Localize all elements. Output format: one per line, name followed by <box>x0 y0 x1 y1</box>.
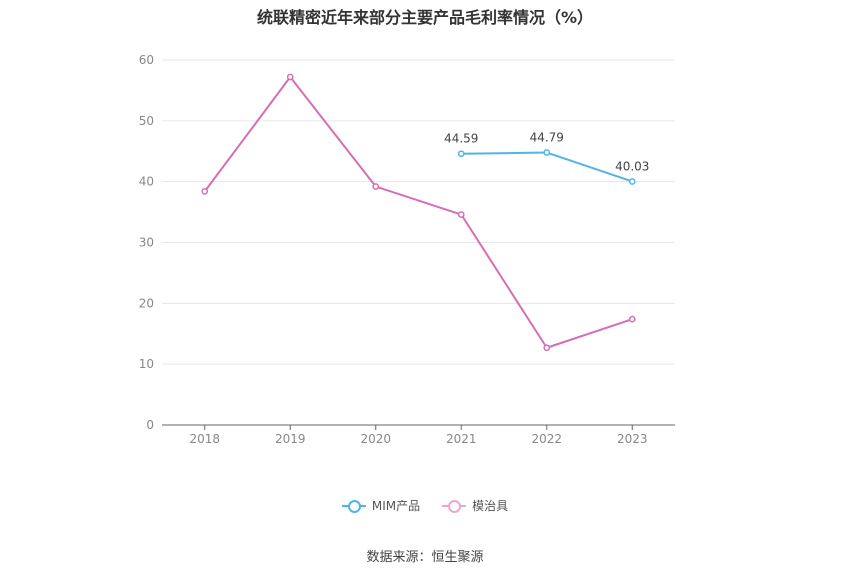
y-tick-label-60: 60 <box>139 53 154 67</box>
y-tick-label-40: 40 <box>139 175 154 189</box>
data-point-1-2019 <box>286 73 294 81</box>
data-label-0-2023: 40.03 <box>615 159 649 173</box>
data-point-1-2023 <box>628 315 636 323</box>
legend-item-mim[interactable]: MIM产品 <box>341 497 421 514</box>
x-tick-label-2022: 2022 <box>531 432 562 446</box>
data-label-0-2021: 44.59 <box>444 132 478 146</box>
chart-title: 统联精密近年来部分主要产品毛利率情况（%） <box>256 8 594 27</box>
y-tick-label-20: 20 <box>139 296 154 310</box>
x-tick-label-2019: 2019 <box>275 432 306 446</box>
legend: MIM产品 模治具 <box>0 497 850 514</box>
data-point-0-2023 <box>628 178 636 185</box>
data-point-1-2022 <box>543 344 551 352</box>
x-tick-label-2018: 2018 <box>189 432 220 446</box>
data-point-1-2021 <box>457 211 465 218</box>
legend-swatch-mim <box>341 499 366 513</box>
data-point-0-2022 <box>543 149 551 156</box>
data-label-0-2022: 44.79 <box>530 131 564 145</box>
y-tick-label-10: 10 <box>139 357 154 371</box>
legend-label-molds: 模治具 <box>472 499 509 513</box>
x-tick-label-2023: 2023 <box>617 432 648 446</box>
series-line-0 <box>461 151 633 183</box>
data-point-1-2020 <box>372 183 380 190</box>
legend-swatch-molds <box>442 499 467 513</box>
y-tick-label-0: 0 <box>146 418 154 432</box>
data-point-1-2018 <box>201 188 209 195</box>
data-point-0-2021 <box>457 150 465 158</box>
series-line-1 <box>203 76 633 349</box>
legend-item-molds[interactable]: 模治具 <box>442 497 508 514</box>
x-tick-label-2020: 2020 <box>360 432 391 446</box>
x-tick-label-2021: 2021 <box>446 432 477 446</box>
y-tick-label-30: 30 <box>139 236 154 250</box>
legend-label-mim: MIM产品 <box>371 499 421 513</box>
source-note: 数据来源：恒生聚源 <box>366 550 484 565</box>
y-tick-label-50: 50 <box>139 114 154 128</box>
